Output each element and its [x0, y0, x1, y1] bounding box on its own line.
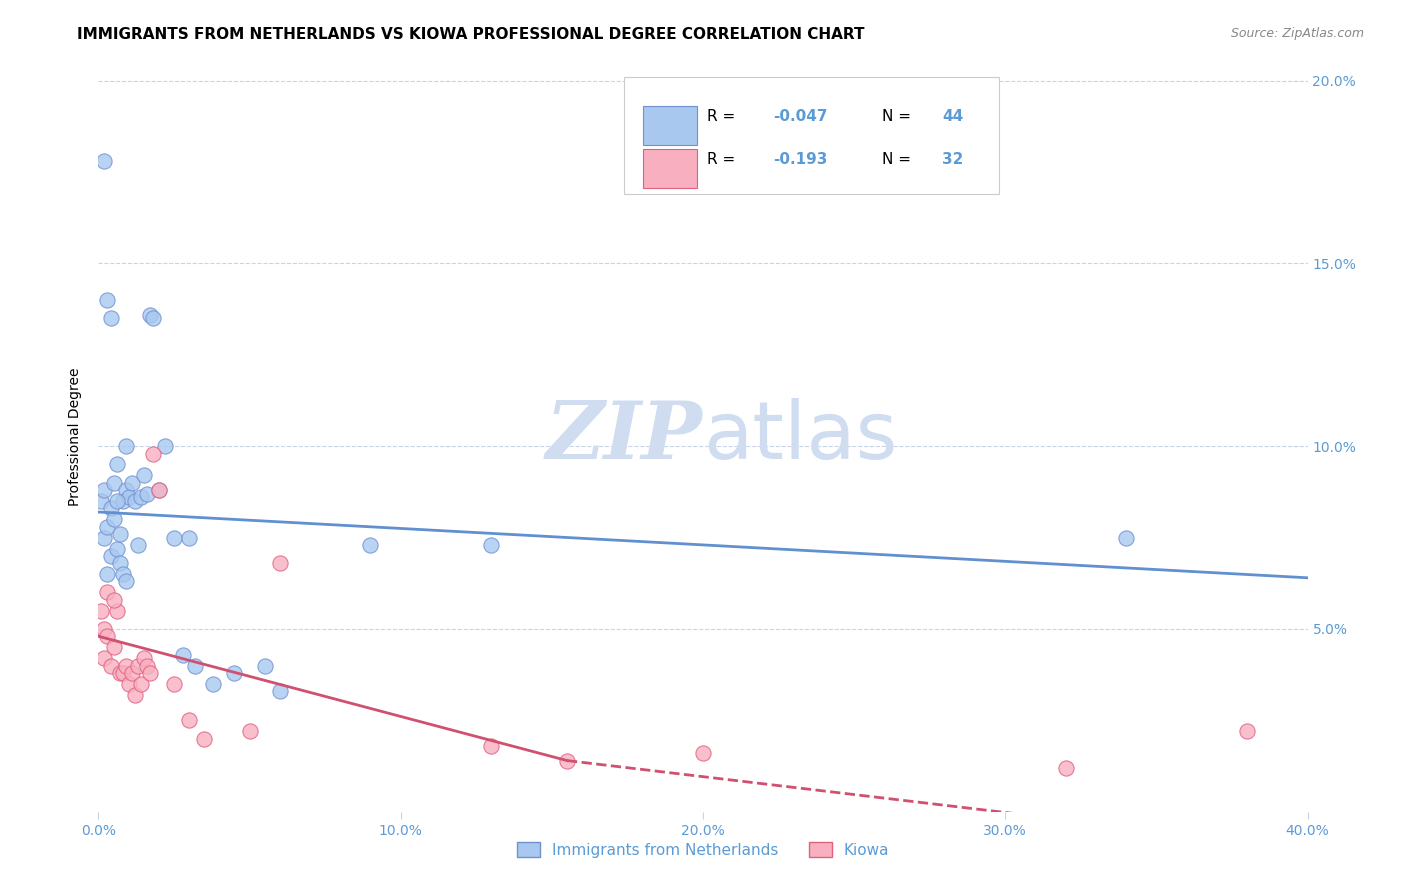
Point	[100, 658, 122, 673]
Point	[100, 501, 122, 516]
Point	[114, 574, 136, 589]
FancyBboxPatch shape	[624, 78, 1000, 194]
Point	[121, 475, 143, 490]
Point	[253, 658, 276, 673]
Point	[108, 665, 131, 680]
Point	[96, 567, 118, 582]
Point	[179, 531, 201, 545]
Point	[239, 724, 262, 739]
Point	[111, 567, 134, 582]
Point	[96, 293, 118, 307]
Point	[124, 494, 146, 508]
Text: Source: ZipAtlas.com: Source: ZipAtlas.com	[1230, 27, 1364, 40]
Point	[93, 154, 115, 169]
Point	[90, 494, 112, 508]
Point	[93, 622, 115, 636]
Point	[100, 549, 122, 563]
Point	[1236, 724, 1258, 739]
Point	[100, 311, 122, 326]
Text: R =: R =	[707, 109, 740, 124]
Point	[142, 446, 165, 460]
Point	[135, 487, 157, 501]
Point	[179, 714, 201, 728]
Text: 44: 44	[942, 109, 963, 124]
Point	[184, 658, 207, 673]
Point	[269, 556, 291, 570]
Point	[114, 439, 136, 453]
Point	[96, 629, 118, 643]
Point	[269, 684, 291, 698]
Point	[127, 658, 149, 673]
Point	[555, 754, 578, 768]
Point	[124, 688, 146, 702]
Point	[96, 585, 118, 599]
Point	[153, 439, 176, 453]
Point	[105, 604, 128, 618]
Point	[224, 665, 246, 680]
Point	[93, 483, 115, 497]
Text: IMMIGRANTS FROM NETHERLANDS VS KIOWA PROFESSIONAL DEGREE CORRELATION CHART: IMMIGRANTS FROM NETHERLANDS VS KIOWA PRO…	[77, 27, 865, 42]
Point	[132, 468, 155, 483]
Point	[93, 531, 115, 545]
Point	[114, 658, 136, 673]
Point	[692, 746, 714, 760]
Point	[193, 731, 215, 746]
Point	[135, 658, 157, 673]
Text: -0.047: -0.047	[773, 109, 828, 124]
Point	[105, 541, 128, 556]
Text: atlas: atlas	[703, 398, 897, 476]
Point	[105, 494, 128, 508]
Point	[360, 538, 382, 552]
Text: N =: N =	[882, 109, 915, 124]
Point	[172, 648, 194, 662]
Point	[118, 677, 141, 691]
Point	[481, 739, 503, 753]
Point	[1115, 531, 1137, 545]
Point	[114, 483, 136, 497]
Point	[103, 592, 125, 607]
Point	[148, 483, 170, 497]
Point	[103, 640, 125, 655]
Text: R =: R =	[707, 153, 745, 168]
Point	[129, 491, 152, 505]
Point	[105, 458, 128, 472]
Point	[163, 677, 186, 691]
Text: N =: N =	[882, 153, 915, 168]
Point	[96, 519, 118, 533]
FancyBboxPatch shape	[643, 149, 697, 187]
Point	[148, 483, 170, 497]
Point	[108, 556, 131, 570]
Point	[481, 538, 503, 552]
Point	[118, 491, 141, 505]
Text: 32: 32	[942, 153, 963, 168]
Point	[103, 512, 125, 526]
Text: -0.193: -0.193	[773, 153, 828, 168]
FancyBboxPatch shape	[643, 106, 697, 145]
Point	[1054, 761, 1077, 775]
Point	[127, 538, 149, 552]
Legend: Immigrants from Netherlands, Kiowa: Immigrants from Netherlands, Kiowa	[510, 837, 896, 864]
Point	[132, 651, 155, 665]
Point	[90, 604, 112, 618]
Point	[139, 665, 162, 680]
Point	[108, 527, 131, 541]
Y-axis label: Professional Degree: Professional Degree	[69, 368, 83, 507]
Point	[103, 475, 125, 490]
Point	[129, 677, 152, 691]
Point	[121, 665, 143, 680]
Point	[202, 677, 225, 691]
Point	[111, 494, 134, 508]
Point	[111, 665, 134, 680]
Point	[142, 311, 165, 326]
Point	[163, 531, 186, 545]
Point	[139, 308, 162, 322]
Point	[93, 651, 115, 665]
Text: ZIP: ZIP	[546, 399, 703, 475]
